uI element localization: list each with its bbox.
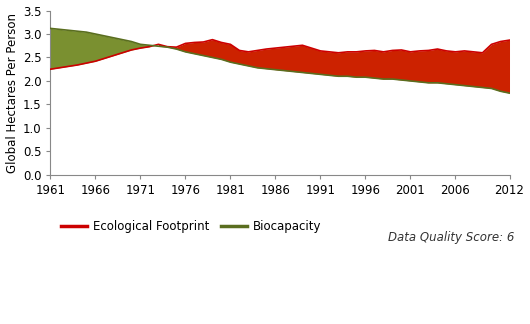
Y-axis label: Global Hectares Per Person: Global Hectares Per Person <box>5 13 19 173</box>
Legend: Ecological Footprint, Biocapacity: Ecological Footprint, Biocapacity <box>56 215 326 238</box>
Text: Data Quality Score: 6: Data Quality Score: 6 <box>388 231 514 244</box>
